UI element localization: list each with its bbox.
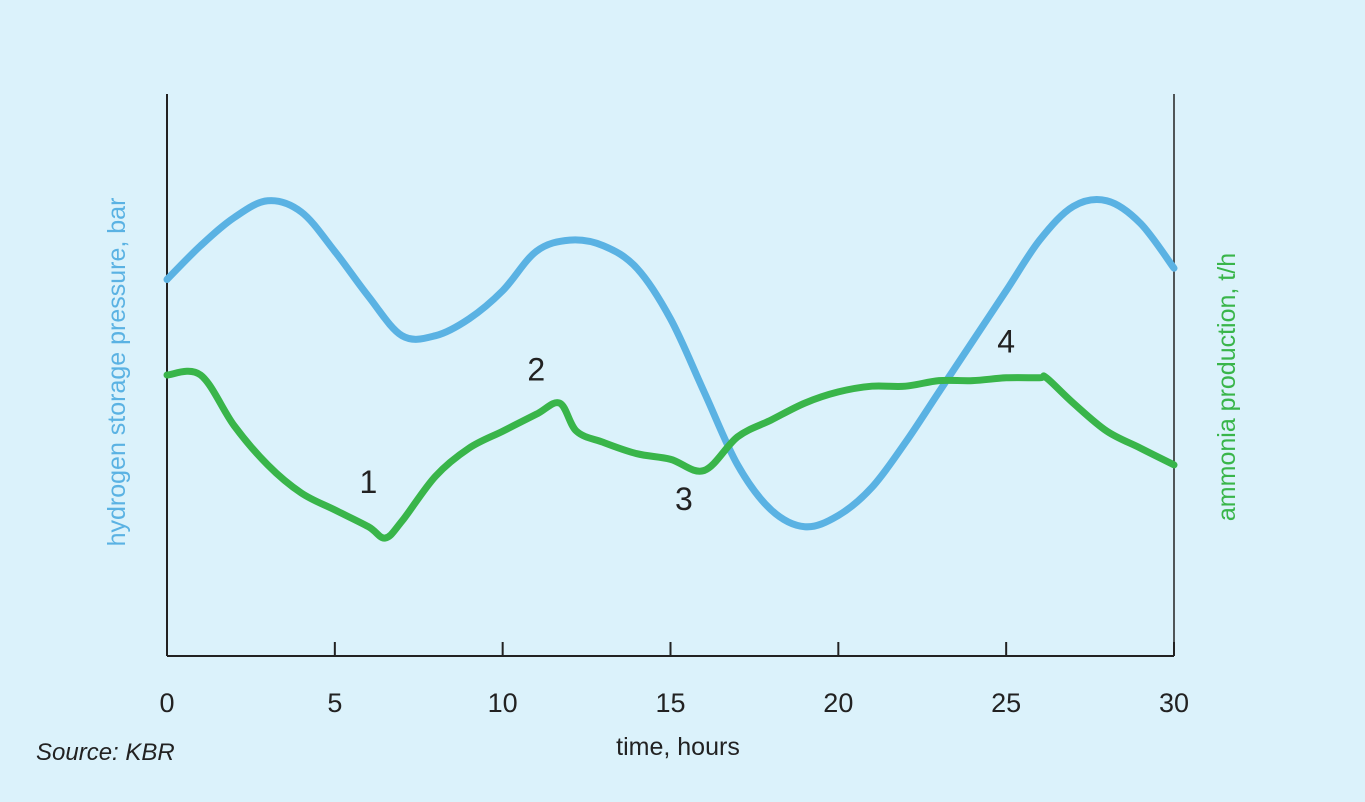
series-group [163, 196, 1178, 542]
x-ticks: 0 5 10 15 20 25 30 [159, 642, 1189, 718]
annotation-label: 4 [997, 324, 1015, 360]
ammonia-production-line [163, 367, 1178, 542]
hydrogen-pressure-line [163, 196, 1178, 531]
x-tick-label: 20 [823, 688, 853, 718]
x-tick-label: 10 [488, 688, 518, 718]
annotation-label: 2 [527, 352, 545, 388]
x-tick-label: 5 [327, 688, 342, 718]
x-tick-label: 25 [991, 688, 1021, 718]
x-tick-label: 30 [1159, 688, 1189, 718]
right-axis-title: ammonia production, t/h [1213, 253, 1241, 521]
annotation-label: 1 [360, 464, 378, 500]
source-label: Source: KBR [36, 739, 175, 766]
x-tick-label: 0 [159, 688, 174, 718]
x-tick-label: 15 [655, 688, 685, 718]
left-axis-title: hydrogen storage pressure, bar [103, 198, 131, 547]
annotations: 1 2 3 4 [360, 324, 1016, 517]
annotation-label: 3 [675, 481, 693, 517]
x-axis-title: time, hours [616, 733, 740, 761]
